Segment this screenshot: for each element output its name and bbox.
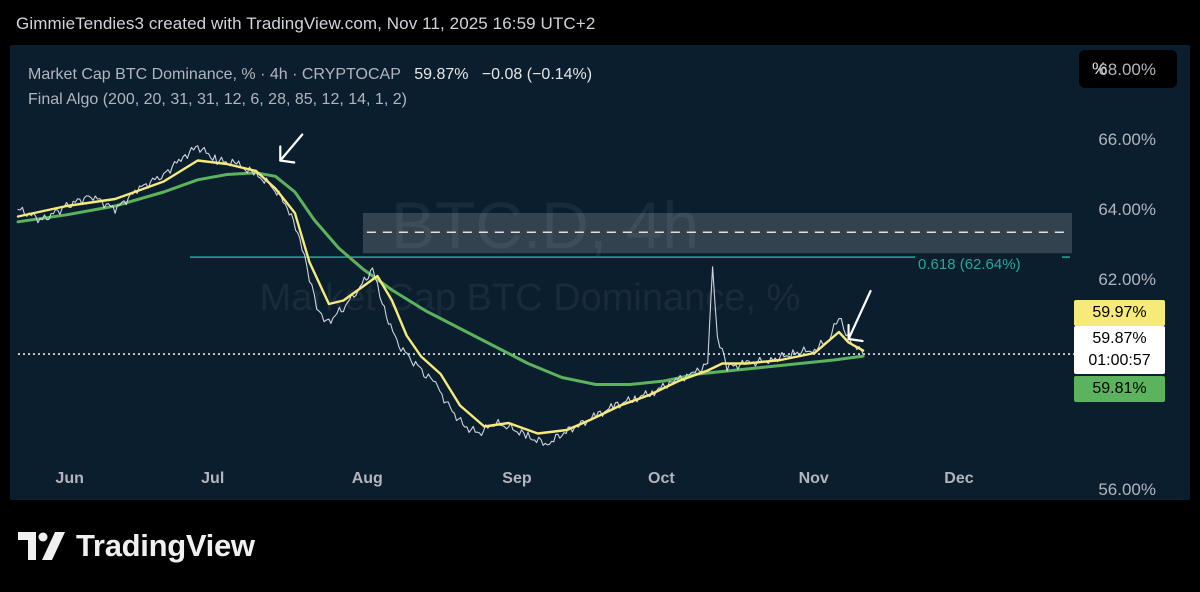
fib-label: 0.618 (62.64%) [918, 256, 1021, 273]
last-price-badge: 59.87% 01:00:57 [1074, 326, 1165, 374]
chart-series [16, 145, 865, 446]
x-tick-label: Sep [502, 470, 532, 487]
watermark-line1: BTC.D, 4h [391, 188, 699, 262]
x-tick-label: Aug [351, 470, 383, 487]
annotation-arrow-head [279, 145, 296, 164]
y-tick-label: 66.00% [1098, 129, 1156, 149]
watermark-line2: Market Cap BTC Dominance, % [260, 277, 801, 319]
legend-change: −0.08 (−0.14%) [481, 66, 593, 83]
legend-last-value: 59.87% [414, 66, 469, 83]
annotation-arrow-2 [847, 289, 872, 343]
attribution-text: GimmieTendies3 created with TradingView.… [16, 14, 596, 33]
zone-rect [362, 213, 1072, 254]
y-tick-label: 56.00% [1098, 479, 1156, 499]
last-price-value: 59.87% [1092, 330, 1147, 347]
series-line-slow-ma [16, 171, 865, 386]
percent-scale-button[interactable]: % [1079, 50, 1177, 88]
slow-ma-price-badge: 59.81% [1074, 376, 1165, 402]
y-tick-label: 62.00% [1098, 269, 1156, 289]
tradingview-logo-text: TradingView [76, 528, 255, 563]
bar-countdown: 01:00:57 [1088, 352, 1151, 369]
chart-legend: Market Cap BTC Dominance, % · 4h · CRYPT… [28, 62, 592, 112]
tradingview-logo[interactable]: TradingView [18, 528, 255, 564]
tradingview-logo-icon [18, 532, 65, 560]
series-line-price [17, 145, 864, 446]
annotation-arrow-head [847, 323, 864, 343]
annotation-arrow-shaft [847, 289, 872, 341]
legend-symbol-row: Market Cap BTC Dominance, % · 4h · CRYPT… [28, 62, 592, 87]
x-tick-label: Jul [201, 470, 225, 487]
chart-watermark: BTC.D, 4h Market Cap BTC Dominance, % [260, 188, 801, 319]
legend-indicator: Final Algo (200, 20, 31, 31, 12, 6, 28, … [28, 91, 407, 108]
x-tick-label: Jun [55, 470, 84, 487]
fast-ma-price-badge: 59.97% [1074, 300, 1165, 326]
y-tick-label: 64.00% [1098, 199, 1156, 219]
legend-symbol: Market Cap BTC Dominance, % · 4h · CRYPT… [28, 66, 401, 83]
annotation-arrow-shaft [279, 133, 304, 162]
chart-annotations [279, 133, 872, 343]
y-tick-label: 68.00% [1098, 59, 1156, 79]
series-line-fast-ma [16, 159, 865, 435]
resistance-zone [362, 213, 1072, 254]
annotation-arrow-1 [279, 133, 304, 164]
x-tick-label: Nov [798, 470, 829, 487]
x-tick-label: Oct [648, 470, 675, 487]
x-tick-label: Dec [944, 470, 974, 487]
chart-panel[interactable] [10, 45, 1190, 500]
